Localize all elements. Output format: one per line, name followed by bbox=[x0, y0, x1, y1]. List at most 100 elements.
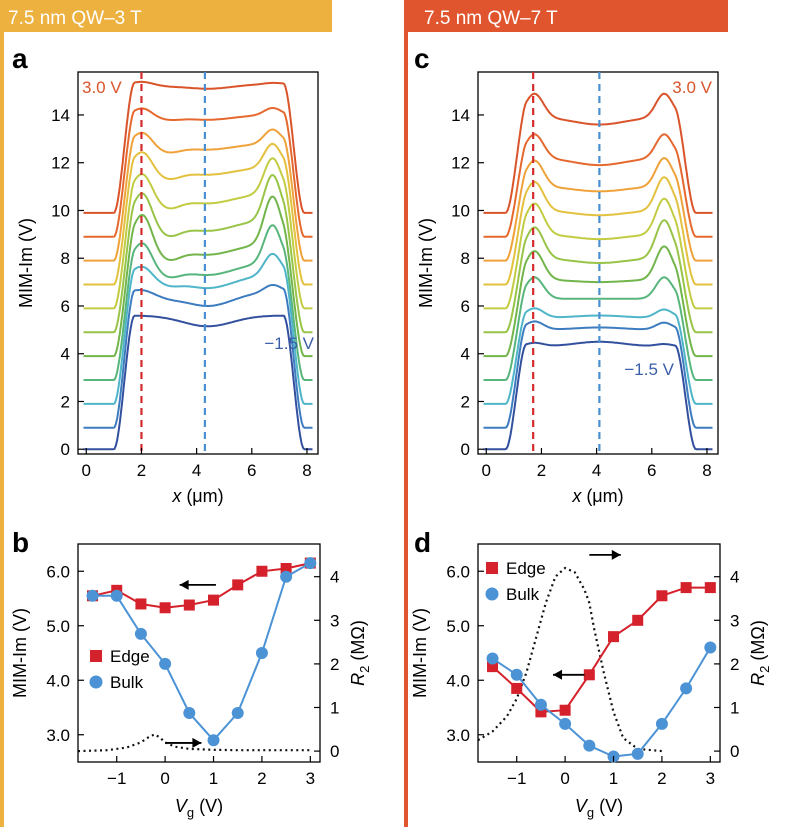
bulk-marker bbox=[183, 706, 196, 719]
y-tick-label: 4 bbox=[461, 345, 470, 364]
edge-series-line bbox=[92, 562, 311, 609]
edge-marker bbox=[280, 563, 292, 575]
y-right-tick-label: 2 bbox=[730, 655, 739, 674]
bulk-marker bbox=[655, 717, 668, 730]
panel-b: −1 0 1 2 3 3.0 4.0 5.0 6.0 0 1 2 3 4 Vg (V) MIM-Im (V) R… bbox=[10, 543, 372, 820]
bulk-marker bbox=[159, 657, 172, 670]
x-tick-label: 6 bbox=[647, 461, 656, 480]
header-bar-right bbox=[404, 0, 728, 32]
x-tick-label: 3 bbox=[306, 769, 315, 788]
x-tick-label: 2 bbox=[257, 769, 266, 788]
profile-curve-1 bbox=[483, 320, 713, 429]
x-axis-label: x (μm) bbox=[571, 486, 623, 506]
arrow-right-head bbox=[611, 549, 621, 560]
x-tick-label: 2 bbox=[137, 461, 146, 480]
bulk-marker bbox=[631, 747, 644, 760]
x-tick-label: 6 bbox=[247, 461, 256, 480]
r2-dotted-curve bbox=[477, 566, 662, 753]
y-axis-label: MIM-Im (V) bbox=[416, 218, 436, 308]
edge-marker bbox=[704, 582, 716, 594]
bulk-marker bbox=[534, 698, 547, 711]
y-right-tick-label: 4 bbox=[330, 568, 339, 587]
plot-frame bbox=[477, 543, 721, 763]
y-right-tick-label: 0 bbox=[330, 742, 339, 761]
panel-label-a: a bbox=[12, 43, 28, 74]
y-tick-label: 5.0 bbox=[446, 617, 470, 636]
bulk-marker bbox=[304, 557, 317, 570]
bulk-series-line bbox=[92, 562, 311, 742]
profile-curve-10 bbox=[483, 92, 713, 214]
y-right-tick-label: 3 bbox=[330, 611, 339, 630]
y-tick-label: 6 bbox=[61, 297, 70, 316]
profile-curve-7 bbox=[483, 176, 713, 286]
profile-curve-8 bbox=[483, 157, 713, 262]
x-tick-label: 8 bbox=[702, 461, 711, 480]
profile-curve-9 bbox=[83, 107, 313, 238]
legend-marker-edge bbox=[486, 562, 498, 574]
y-tick-label: 6.0 bbox=[446, 562, 470, 581]
edge-marker bbox=[208, 594, 220, 606]
x-tick-label: 2 bbox=[537, 461, 546, 480]
y-tick-label: 10 bbox=[51, 201, 70, 220]
x-tick-label: 2 bbox=[657, 769, 666, 788]
bulk-marker bbox=[510, 668, 523, 681]
annotation-top: 3.0 V bbox=[82, 78, 122, 97]
legend-label: Edge bbox=[506, 559, 546, 578]
edge-marker bbox=[256, 565, 268, 577]
bulk-marker bbox=[680, 682, 693, 695]
y-right-axis-label: R2 (MΩ) bbox=[348, 620, 372, 686]
legend-marker-bulk bbox=[89, 675, 103, 689]
edge-marker bbox=[608, 631, 620, 643]
y-tick-label: 4 bbox=[61, 345, 70, 364]
plot-frame bbox=[77, 71, 319, 455]
edge-marker bbox=[232, 579, 244, 591]
y-tick-label: 14 bbox=[51, 106, 70, 125]
edge-marker bbox=[656, 590, 668, 602]
y-tick-label: 3.0 bbox=[46, 726, 70, 745]
edge-marker bbox=[135, 598, 147, 610]
y-axis-label: MIM-Im (V) bbox=[410, 608, 430, 698]
y-tick-label: 12 bbox=[451, 154, 470, 173]
edge-marker bbox=[511, 682, 523, 694]
panel-label-d: d bbox=[414, 527, 431, 558]
y-tick-label: 5.0 bbox=[46, 617, 70, 636]
x-tick-label: 0 bbox=[560, 769, 569, 788]
x-tick-label: 4 bbox=[192, 461, 201, 480]
bulk-marker bbox=[110, 589, 123, 602]
bulk-marker bbox=[486, 652, 499, 665]
legend-marker-edge bbox=[90, 650, 102, 662]
bulk-series-line bbox=[491, 647, 712, 758]
x-tick-label: 0 bbox=[82, 461, 91, 480]
profile-curve-10 bbox=[83, 80, 313, 214]
edge-series-line bbox=[491, 586, 711, 713]
y-tick-label: 12 bbox=[51, 154, 70, 173]
x-tick-label: 8 bbox=[302, 461, 311, 480]
y-right-tick-label: 3 bbox=[730, 611, 739, 630]
edge-marker bbox=[183, 599, 195, 611]
y-tick-label: 3.0 bbox=[446, 726, 470, 745]
y-right-tick-label: 0 bbox=[730, 742, 739, 761]
profile-curve-3 bbox=[483, 276, 713, 381]
profile-curve-8 bbox=[83, 128, 313, 262]
arrow-left-head bbox=[179, 579, 189, 590]
y-tick-label: 4.0 bbox=[446, 671, 470, 690]
y-tick-label: 2 bbox=[461, 392, 470, 411]
y-tick-label: 4.0 bbox=[46, 671, 70, 690]
panel-label-b: b bbox=[12, 527, 29, 558]
edge-marker bbox=[487, 661, 499, 673]
y-tick-label: 0 bbox=[61, 440, 70, 459]
profile-curve-7 bbox=[83, 142, 313, 286]
x-axis-label: Vg (V) bbox=[175, 796, 223, 820]
x-axis-label: x (μm) bbox=[171, 486, 223, 506]
y-tick-label: 6 bbox=[461, 297, 470, 316]
y-tick-label: 2 bbox=[61, 392, 70, 411]
profile-curve-6 bbox=[83, 157, 313, 310]
profile-curve-5 bbox=[83, 174, 313, 334]
bulk-marker bbox=[231, 706, 244, 719]
profile-curve-6 bbox=[483, 197, 713, 310]
annotation-bottom: −1.5 V bbox=[264, 334, 314, 353]
x-tick-label: 3 bbox=[706, 769, 715, 788]
y-right-tick-label: 1 bbox=[330, 699, 339, 718]
profile-curve-0 bbox=[483, 340, 713, 451]
y-axis-label: MIM-Im (V) bbox=[16, 218, 36, 308]
